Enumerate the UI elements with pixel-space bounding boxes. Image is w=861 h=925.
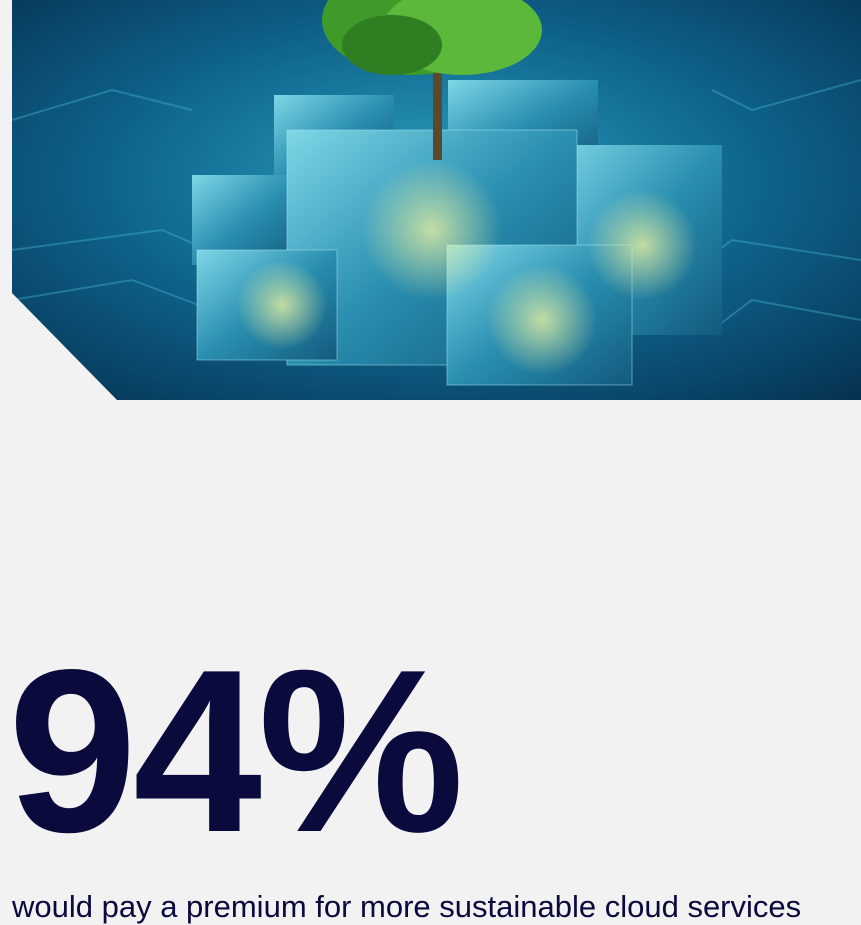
page-body: 94% would pay a premium for more sustain… — [0, 0, 861, 913]
hero-content — [12, 0, 861, 400]
stat-caption: would pay a premium for more sustainable… — [12, 888, 801, 925]
stat-value: 94% — [8, 636, 460, 868]
page: Sustainable cloud stat {"stat": {"value"… — [0, 0, 861, 913]
hero-image — [12, 0, 861, 400]
